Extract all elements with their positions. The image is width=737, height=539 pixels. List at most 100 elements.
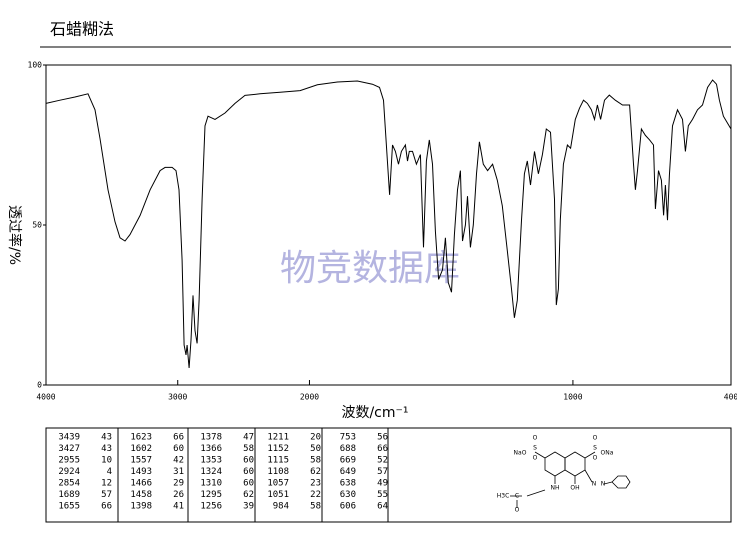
peak-transmittance: 66 xyxy=(101,502,112,512)
peak-transmittance: 60 xyxy=(243,456,254,466)
peak-transmittance: 47 xyxy=(243,433,254,443)
structure-label: ONa xyxy=(601,450,614,457)
x-tick-label: 400 xyxy=(724,393,737,402)
plot-frame xyxy=(45,64,732,386)
x-tick-label: 3000 xyxy=(168,393,187,402)
peak-transmittance: 50 xyxy=(310,444,321,454)
y-tick-label: 100 xyxy=(28,61,43,70)
peak-wavenumber: 630 xyxy=(340,490,356,500)
structure-label: O xyxy=(533,455,538,462)
watermark: 物竞数据库 xyxy=(280,248,460,289)
peak-transmittance: 23 xyxy=(310,479,321,489)
structure-label: C xyxy=(515,493,519,500)
peak-wavenumber: 1366 xyxy=(200,444,222,454)
x-tick-label: 4000 xyxy=(36,393,55,402)
x-axis-label: 波数/cm⁻¹ xyxy=(341,405,408,421)
structure-label: NH xyxy=(551,485,560,492)
peak-wavenumber: 1655 xyxy=(58,502,80,512)
peak-wavenumber: 1256 xyxy=(200,502,222,512)
peak-wavenumber: 1378 xyxy=(200,433,222,443)
peak-transmittance: 29 xyxy=(173,479,184,489)
structure-label: N xyxy=(601,481,606,488)
peak-wavenumber: 688 xyxy=(340,444,356,454)
column-dividers xyxy=(117,428,389,522)
peak-transmittance: 60 xyxy=(243,479,254,489)
structure-label: S xyxy=(533,445,537,452)
peak-wavenumber: 638 xyxy=(340,479,356,489)
structure-label: O xyxy=(515,507,520,514)
peak-transmittance: 39 xyxy=(243,502,254,512)
peak-wavenumber: 1295 xyxy=(200,490,222,500)
peak-transmittance: 20 xyxy=(310,433,321,443)
peak-transmittance: 60 xyxy=(243,467,254,477)
peak-wavenumber: 1108 xyxy=(267,467,289,477)
y-tick-label: 50 xyxy=(32,221,42,230)
peak-transmittance: 58 xyxy=(310,502,321,512)
structure-bonds xyxy=(510,451,631,508)
peak-transmittance: 58 xyxy=(243,444,254,454)
peak-transmittance: 57 xyxy=(101,490,112,500)
structure-label: NaO xyxy=(514,450,527,457)
x-tick-label: 1000 xyxy=(563,393,582,402)
peak-transmittance: 55 xyxy=(377,490,388,500)
peak-transmittance: 52 xyxy=(377,456,388,466)
spectrum-line xyxy=(45,79,732,369)
peak-transmittance: 56 xyxy=(377,433,388,443)
peak-transmittance: 41 xyxy=(173,502,184,512)
y-axis-label: 透过率/% xyxy=(6,205,23,265)
structure-label: H3C xyxy=(497,493,510,500)
peak-wavenumber: 1324 xyxy=(200,467,222,477)
peak-transmittance: 62 xyxy=(310,467,321,477)
peak-transmittance: 57 xyxy=(377,467,388,477)
peak-wavenumber: 984 xyxy=(273,502,289,512)
peak-wavenumber: 2955 xyxy=(58,456,80,466)
peak-wavenumber: 1689 xyxy=(58,490,80,500)
peak-wavenumber: 1458 xyxy=(130,490,152,500)
peak-wavenumber: 1557 xyxy=(130,456,152,466)
peak-transmittance: 22 xyxy=(310,490,321,500)
peak-wavenumber: 1493 xyxy=(130,467,152,477)
peak-transmittance: 43 xyxy=(101,444,112,454)
peak-transmittance: 43 xyxy=(101,433,112,443)
peak-transmittance: 26 xyxy=(173,490,184,500)
peak-wavenumber: 1623 xyxy=(130,433,152,443)
peak-wavenumber: 1398 xyxy=(130,502,152,512)
structure-label: S xyxy=(593,445,597,452)
peak-wavenumber: 3427 xyxy=(58,444,80,454)
peak-wavenumber: 2854 xyxy=(58,479,80,489)
peak-transmittance: 31 xyxy=(173,467,184,477)
peak-wavenumber: 606 xyxy=(340,502,356,512)
peak-transmittance: 10 xyxy=(101,456,112,466)
peak-transmittance: 60 xyxy=(173,444,184,454)
structure-label: N xyxy=(592,481,597,488)
peak-transmittance: 58 xyxy=(310,456,321,466)
structure-label: O xyxy=(593,455,598,462)
peak-transmittance: 62 xyxy=(243,490,254,500)
peak-transmittance: 64 xyxy=(377,502,388,512)
peak-wavenumber: 1211 xyxy=(267,433,289,443)
peak-wavenumber: 1115 xyxy=(267,456,289,466)
peak-wavenumber: 1602 xyxy=(130,444,152,454)
structure-label: O xyxy=(593,435,598,442)
peak-transmittance: 12 xyxy=(101,479,112,489)
peak-transmittance: 42 xyxy=(173,456,184,466)
peak-wavenumber: 1310 xyxy=(200,479,222,489)
chart-title: 石蜡糊法 xyxy=(50,20,114,39)
peak-wavenumber: 3439 xyxy=(58,433,80,443)
peak-transmittance: 4 xyxy=(107,467,112,477)
peak-wavenumber: 669 xyxy=(340,456,356,466)
structure-label: O xyxy=(533,435,538,442)
x-tick-label: 2000 xyxy=(300,393,319,402)
structure-label: OH xyxy=(570,485,579,492)
peak-transmittance: 66 xyxy=(173,433,184,443)
peak-wavenumber: 1051 xyxy=(267,490,289,500)
peak-wavenumber: 649 xyxy=(340,467,356,477)
y-tick-label: 0 xyxy=(37,381,42,390)
peak-wavenumber: 1057 xyxy=(267,479,289,489)
peak-wavenumber: 2924 xyxy=(58,467,80,477)
peak-wavenumber: 1466 xyxy=(130,479,152,489)
peak-wavenumber: 1353 xyxy=(200,456,222,466)
peak-transmittance: 49 xyxy=(377,479,388,489)
peak-wavenumber: 1152 xyxy=(267,444,289,454)
